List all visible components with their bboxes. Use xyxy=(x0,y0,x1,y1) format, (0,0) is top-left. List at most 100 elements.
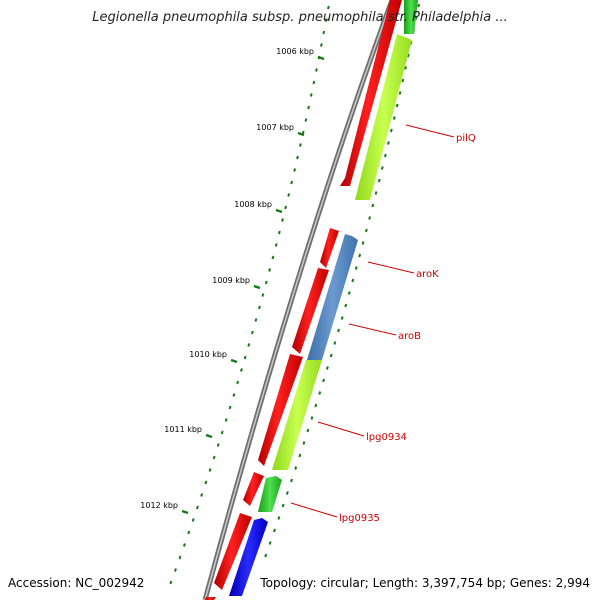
forward-gene-next[interactable] xyxy=(214,513,252,590)
minor-tick xyxy=(296,155,299,160)
scale-tick-label: 1007 kbp xyxy=(256,123,294,132)
forward-gene-lpg0935[interactable] xyxy=(243,472,264,506)
inner-minor-tick xyxy=(329,353,333,358)
major-tick xyxy=(253,284,261,290)
minor-tick xyxy=(216,443,220,447)
inner-minor-tick xyxy=(374,191,378,195)
major-tick xyxy=(230,358,238,364)
inner-minor-tick xyxy=(322,378,326,383)
inner-minor-tick xyxy=(380,166,384,170)
inner-minor-tick xyxy=(383,153,387,158)
minor-tick xyxy=(284,205,288,210)
minor-tick xyxy=(239,368,243,372)
accession-text: Accession: NC_002942 xyxy=(8,576,145,590)
forward-gene-arob[interactable] xyxy=(292,268,329,354)
minor-tick xyxy=(281,218,284,222)
scale-tick-label: 1012 kbp xyxy=(140,501,178,510)
minor-tick xyxy=(304,118,308,122)
genome-title: Legionella pneumophila subsp. pneumophil… xyxy=(92,10,508,25)
backbone-inner xyxy=(204,0,393,600)
inner-minor-tick xyxy=(344,303,348,308)
minor-tick xyxy=(191,518,195,522)
inner-minor-tick xyxy=(302,441,306,445)
minor-tick xyxy=(187,530,191,535)
inner-minor-tick xyxy=(290,478,294,483)
minor-tick xyxy=(232,393,236,397)
inner-minor-tick xyxy=(340,316,344,320)
minor-tick xyxy=(178,555,182,560)
gene-label-pilq[interactable]: pilQ xyxy=(456,133,476,144)
inner-minor-tick xyxy=(401,78,405,83)
inner-minor-tick xyxy=(392,116,396,120)
inner-minor-tick xyxy=(358,253,362,258)
inner-minor-tick xyxy=(417,3,421,8)
minor-tick xyxy=(224,418,228,422)
minor-tick xyxy=(322,30,326,35)
label-line-lpg0935 xyxy=(290,502,338,518)
major-tick xyxy=(317,55,325,61)
minor-tick xyxy=(250,330,254,335)
label-line-lpg0934 xyxy=(317,421,365,437)
forward-gene-arok[interactable] xyxy=(320,228,339,268)
inner-minor-tick xyxy=(281,503,285,508)
minor-tick xyxy=(319,43,323,47)
label-line-arok xyxy=(367,261,415,274)
forward-gene-lpg0934[interactable] xyxy=(258,354,303,466)
inner-minor-tick xyxy=(398,91,402,95)
reverse-gene-top-green[interactable] xyxy=(404,0,418,34)
minor-tick xyxy=(174,568,177,572)
minor-tick xyxy=(196,505,199,510)
reverse-gene-blue[interactable] xyxy=(229,518,268,596)
inner-minor-tick xyxy=(310,416,314,420)
inner-minor-tick xyxy=(354,266,358,270)
inner-minor-tick xyxy=(273,528,276,533)
gene-label-arok[interactable]: aroK xyxy=(416,269,439,280)
scale-tick-label: 1011 kbp xyxy=(164,425,202,434)
inner-minor-tick xyxy=(306,428,310,433)
minor-tick xyxy=(257,305,261,310)
minor-tick xyxy=(200,493,204,497)
reverse-gene-lpg0935[interactable] xyxy=(258,476,282,512)
label-line-pilq xyxy=(405,124,455,138)
minor-tick xyxy=(243,355,247,360)
scale-tick-label: 1006 kbp xyxy=(276,47,314,56)
reverse-gene-lpg0934[interactable] xyxy=(272,360,322,470)
minor-tick xyxy=(287,193,291,197)
minor-tick xyxy=(220,430,224,435)
scale-tick-labels: 1006 kbp 1007 kbp 1008 kbp 1009 kbp 1010 kbp… xyxy=(140,47,314,510)
minor-tick xyxy=(208,468,212,472)
minor-tick xyxy=(271,255,275,260)
major-tick xyxy=(205,433,213,439)
inner-minor-tick xyxy=(285,491,289,495)
minor-tick xyxy=(324,18,328,22)
minor-tick xyxy=(228,405,232,410)
inner-minor-tick xyxy=(314,403,318,408)
scale-tick-label: 1010 kbp xyxy=(189,350,227,359)
gene-labels: pilQ aroK aroB lpg0934 lpg0935 xyxy=(339,133,476,524)
gene-label-lpg0935[interactable]: lpg0935 xyxy=(339,513,380,524)
minor-tick xyxy=(254,318,258,322)
minor-tick xyxy=(204,480,208,485)
inner-minor-tick xyxy=(347,291,351,295)
gene-label-lines xyxy=(290,124,455,518)
reverse-gene-arok-arob[interactable] xyxy=(307,234,358,360)
inner-minor-tick xyxy=(325,366,329,370)
reverse-gene-pilq-region[interactable] xyxy=(355,34,412,200)
forward-gene-pilq[interactable] xyxy=(340,0,402,186)
inner-minor-tick xyxy=(294,466,298,470)
minor-tick xyxy=(236,380,240,385)
major-tick-marks xyxy=(181,55,325,515)
forward-gene-bottom[interactable] xyxy=(205,597,216,600)
reverse-strand-features xyxy=(229,0,418,596)
inner-minor-tick xyxy=(264,553,268,558)
backbone-outer xyxy=(202,0,395,600)
minor-tick xyxy=(314,68,318,72)
minor-tick xyxy=(264,280,268,285)
minor-tick-marks xyxy=(169,3,421,585)
gene-label-arob[interactable]: aroB xyxy=(398,331,421,342)
gene-label-lpg0934[interactable]: lpg0934 xyxy=(366,432,407,443)
inner-minor-tick xyxy=(361,241,365,245)
minor-tick xyxy=(277,230,281,235)
minor-tick xyxy=(312,80,316,85)
inner-minor-tick xyxy=(386,141,390,145)
